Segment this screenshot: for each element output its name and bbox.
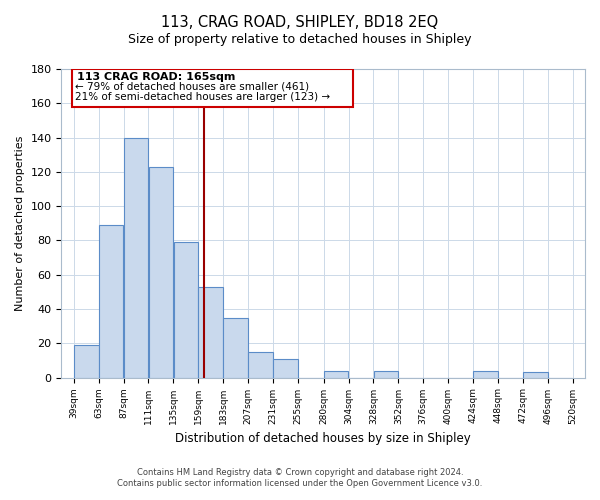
Text: Contains HM Land Registry data © Crown copyright and database right 2024.
Contai: Contains HM Land Registry data © Crown c…	[118, 468, 482, 487]
Text: 113, CRAG ROAD, SHIPLEY, BD18 2EQ: 113, CRAG ROAD, SHIPLEY, BD18 2EQ	[161, 15, 439, 30]
Bar	[74, 345, 98, 378]
Bar	[324, 370, 349, 378]
Polygon shape	[72, 69, 353, 106]
Text: ← 79% of detached houses are smaller (461): ← 79% of detached houses are smaller (46…	[75, 82, 309, 92]
Text: Size of property relative to detached houses in Shipley: Size of property relative to detached ho…	[128, 32, 472, 46]
Bar	[199, 286, 223, 378]
Bar	[248, 352, 273, 378]
Bar	[173, 242, 198, 378]
Bar	[99, 225, 124, 378]
Y-axis label: Number of detached properties: Number of detached properties	[15, 136, 25, 311]
Bar	[149, 166, 173, 378]
Bar	[273, 358, 298, 378]
Bar	[473, 370, 498, 378]
Bar	[523, 372, 548, 378]
Text: 113 CRAG ROAD: 165sqm: 113 CRAG ROAD: 165sqm	[77, 72, 235, 82]
Text: 21% of semi-detached houses are larger (123) →: 21% of semi-detached houses are larger (…	[75, 92, 330, 102]
Bar	[124, 138, 148, 378]
Bar	[374, 370, 398, 378]
Bar	[223, 318, 248, 378]
X-axis label: Distribution of detached houses by size in Shipley: Distribution of detached houses by size …	[175, 432, 471, 445]
